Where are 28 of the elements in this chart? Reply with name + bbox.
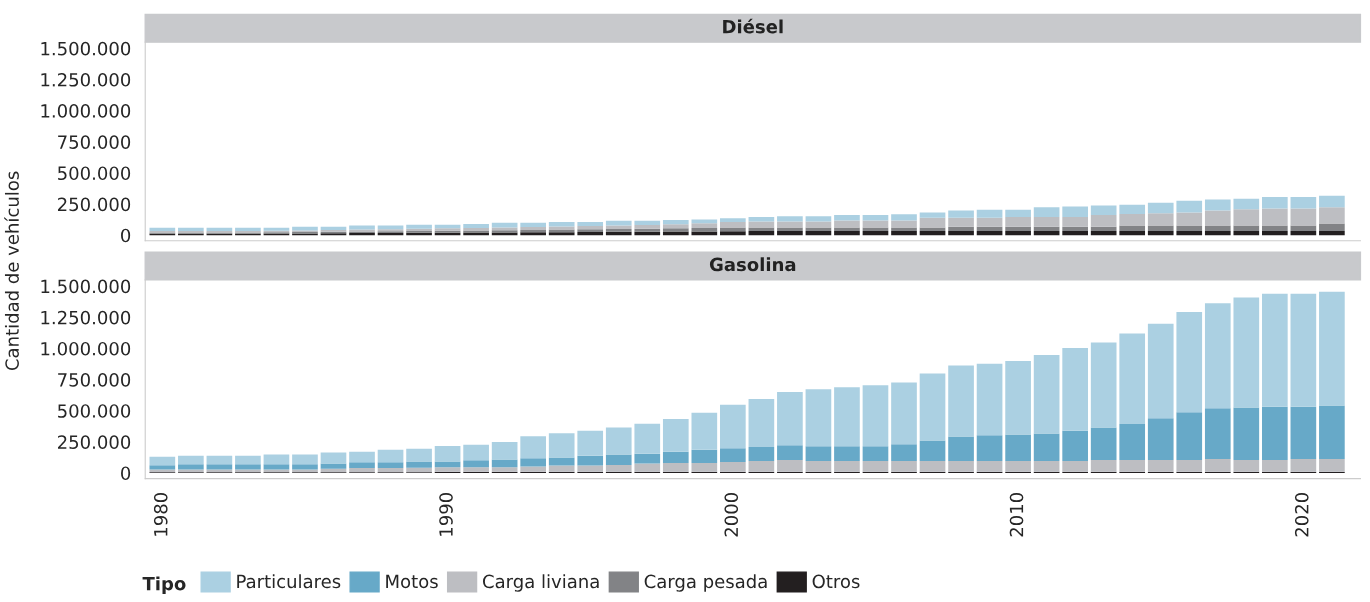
y-tick-label: 1.000.000 <box>41 341 131 356</box>
y-tick-label: 0 <box>121 466 131 481</box>
y-tick-label: 1.500.000 <box>41 41 131 56</box>
chart-title: Diésel <box>723 18 783 34</box>
legend-label: Carga liviana <box>482 574 599 592</box>
y-tick-label: 1.000.000 <box>41 104 131 118</box>
y-tick-label: 500.000 <box>58 166 131 181</box>
y-tick-label: 750.000 <box>58 135 131 149</box>
x-tick-label: 1990 <box>439 492 453 536</box>
y-tick-label: 1.250.000 <box>41 72 131 87</box>
y-tick-label: 1.250.000 <box>41 310 131 325</box>
chart-title: Gasolina <box>709 257 796 272</box>
legend-label: Particulares <box>237 574 341 589</box>
legend-title: Tipo <box>142 576 186 594</box>
y-tick-label: 750.000 <box>58 373 131 387</box>
y-tick-label: 250.000 <box>57 197 131 212</box>
y-tick-label: 500.000 <box>58 404 131 418</box>
x-tick-label: 2000 <box>724 492 739 537</box>
x-tick-label: 2010 <box>1009 492 1024 537</box>
legend-label: Otros <box>812 574 860 589</box>
y-tick-label: 1.500.000 <box>41 279 131 294</box>
y-tick-label: 250.000 <box>57 435 131 449</box>
legend-label: Motos <box>386 574 438 589</box>
x-tick-label: 2020 <box>1294 492 1309 537</box>
y-tick-label: 0 <box>121 228 131 243</box>
y-axis-title: Cantidad de vehículos <box>4 171 19 371</box>
legend-label: Carga pesada <box>644 574 767 592</box>
x-tick-label: 1980 <box>153 492 168 536</box>
